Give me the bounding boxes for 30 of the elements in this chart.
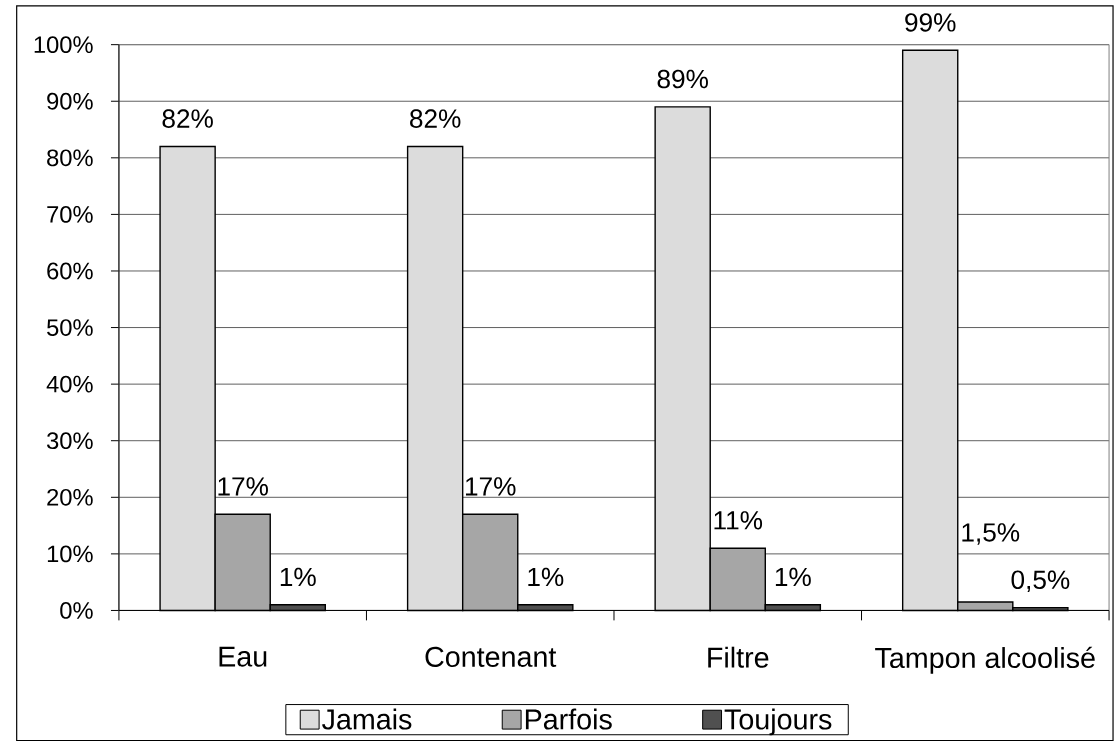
data-label: 99% bbox=[905, 12, 956, 32]
data-label: 11% bbox=[714, 510, 763, 530]
y-tick-label: 60% bbox=[47, 262, 93, 280]
data-label: 82% bbox=[162, 109, 213, 128]
data-label: 1% bbox=[775, 567, 811, 586]
x-tick-label: Eau bbox=[219, 646, 267, 667]
y-tick-label: 0% bbox=[60, 601, 93, 619]
y-tick-label: 20% bbox=[47, 488, 93, 506]
legend-label: Parfois bbox=[525, 708, 612, 730]
x-tick-label: Contenant bbox=[425, 646, 557, 667]
data-label: 0,5% bbox=[1011, 570, 1070, 592]
x-tick-label: Filtre bbox=[708, 646, 769, 668]
data-label: 1% bbox=[280, 567, 316, 586]
y-tick-label: 10% bbox=[47, 545, 93, 563]
x-tick-label: Tampon alcoolisé bbox=[875, 646, 1095, 674]
data-label: 82% bbox=[410, 109, 461, 128]
data-label: 1% bbox=[528, 567, 564, 586]
y-tick-label: 80% bbox=[47, 149, 93, 166]
legend-label: Jamais bbox=[322, 708, 412, 730]
y-tick-label: 30% bbox=[46, 432, 93, 449]
data-label: 17% bbox=[466, 476, 516, 496]
y-tick-label: 90% bbox=[47, 92, 93, 110]
y-tick-label: 50% bbox=[47, 318, 93, 336]
data-label: 17% bbox=[218, 476, 268, 496]
data-label: 1,5% bbox=[962, 522, 1020, 545]
legend-label: Toujours bbox=[724, 708, 832, 736]
y-tick-label: 100% bbox=[34, 36, 93, 53]
data-label: 89% bbox=[657, 69, 708, 89]
y-tick-label: 40% bbox=[46, 375, 93, 393]
y-tick-label: 70% bbox=[47, 205, 93, 223]
